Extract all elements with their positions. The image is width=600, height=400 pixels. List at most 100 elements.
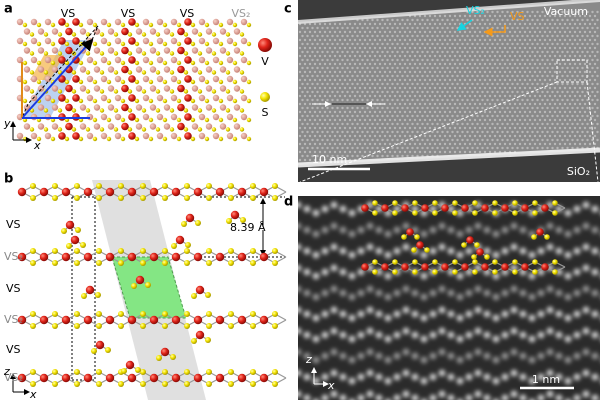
- lattice-dot: [388, 86, 392, 90]
- atom-column: [348, 314, 356, 322]
- lattice-dot: [383, 70, 387, 74]
- lattice-dot: [588, 30, 592, 34]
- atom: [162, 248, 168, 254]
- atom: [228, 260, 234, 266]
- atom: [149, 123, 157, 130]
- lattice-dot: [488, 14, 492, 18]
- atom: [184, 323, 190, 329]
- lattice-dot: [403, 118, 407, 122]
- lattice-dot: [478, 38, 482, 42]
- lattice-dot: [481, 66, 484, 70]
- atom: [134, 136, 140, 142]
- lattice-dot: [413, 102, 417, 106]
- atom: [72, 18, 80, 26]
- atom: [58, 94, 66, 102]
- lattice-dot: [453, 14, 457, 18]
- atom: [100, 94, 108, 102]
- atom: [52, 195, 58, 201]
- atom: [512, 200, 518, 206]
- lattice-dot: [591, 58, 594, 62]
- lattice-dot: [531, 146, 534, 150]
- lattice-dot: [366, 58, 369, 62]
- atom: [16, 132, 24, 140]
- lattice-dot: [403, 30, 407, 34]
- lattice-dot: [571, 138, 574, 142]
- lattice-dot: [411, 34, 414, 38]
- lattice-dot: [506, 130, 509, 134]
- lattice-dot: [396, 58, 399, 62]
- lattice-dot: [468, 102, 472, 106]
- lattice-dot: [306, 74, 309, 78]
- lattice-dot: [328, 70, 332, 74]
- lattice-dot: [298, 134, 302, 138]
- lattice-dot: [318, 46, 322, 50]
- atom: [78, 22, 84, 28]
- atom-column: [411, 289, 419, 297]
- atom-column: [438, 285, 446, 293]
- lattice-dot: [558, 62, 562, 66]
- lattice-dot: [533, 126, 537, 130]
- atom: [184, 183, 190, 189]
- lattice-dot: [471, 66, 474, 70]
- lattice-dot: [468, 70, 472, 74]
- lattice-dot: [553, 134, 557, 138]
- atom: [17, 315, 27, 325]
- atom-column: [564, 335, 572, 343]
- atom: [185, 213, 195, 223]
- atom: [92, 98, 98, 104]
- atom: [211, 32, 217, 37]
- lattice-dot: [328, 150, 332, 154]
- lattice-dot: [313, 54, 317, 58]
- lattice-dot: [346, 34, 349, 38]
- atom: [424, 247, 430, 253]
- atom: [79, 123, 87, 130]
- atom-column: [298, 201, 302, 209]
- atom-column: [429, 394, 437, 400]
- atom: [183, 32, 189, 37]
- lattice-dot: [543, 126, 547, 130]
- atom-column: [321, 289, 329, 297]
- atom: [114, 37, 122, 45]
- lattice-dot: [536, 50, 539, 54]
- lattice-dot: [416, 138, 419, 142]
- lattice-dot: [371, 82, 374, 86]
- atom: [226, 56, 234, 64]
- layer-label: VS: [6, 343, 21, 356]
- lattice-dot: [393, 102, 397, 106]
- lattice-dot: [596, 98, 599, 102]
- atom: [86, 56, 94, 64]
- lattice-dot: [396, 50, 399, 54]
- lattice-dot: [426, 50, 429, 54]
- lattice-dot: [383, 110, 387, 114]
- lattice-dot: [573, 46, 577, 50]
- lattice-dot: [378, 110, 382, 114]
- atom-column: [510, 348, 518, 356]
- lattice-dot: [581, 106, 584, 110]
- lattice-dot: [391, 154, 394, 158]
- atom: [66, 243, 72, 249]
- atom-column: [501, 226, 509, 234]
- lattice-dot: [463, 46, 467, 50]
- lattice-dot: [481, 106, 484, 110]
- lattice-dot: [353, 38, 357, 42]
- lattice-dot: [326, 42, 329, 46]
- lattice-dot: [548, 110, 552, 114]
- lattice-dot: [521, 82, 524, 86]
- lattice-dot: [526, 122, 529, 126]
- lattice-dot: [561, 50, 564, 54]
- lattice-dot: [383, 22, 387, 26]
- atom-column: [339, 331, 347, 339]
- atom: [140, 260, 146, 266]
- lattice-dot: [323, 38, 327, 42]
- lattice-dot: [313, 150, 317, 154]
- lattice-dot: [313, 38, 317, 42]
- atom-column: [546, 348, 554, 356]
- lattice-dot: [398, 78, 402, 82]
- atom: [176, 22, 182, 28]
- atom: [169, 51, 175, 56]
- lattice-dot: [336, 74, 339, 78]
- lattice-dot: [501, 82, 504, 86]
- lattice-dot: [426, 42, 429, 46]
- atom: [22, 60, 28, 66]
- lattice-dot: [408, 102, 412, 106]
